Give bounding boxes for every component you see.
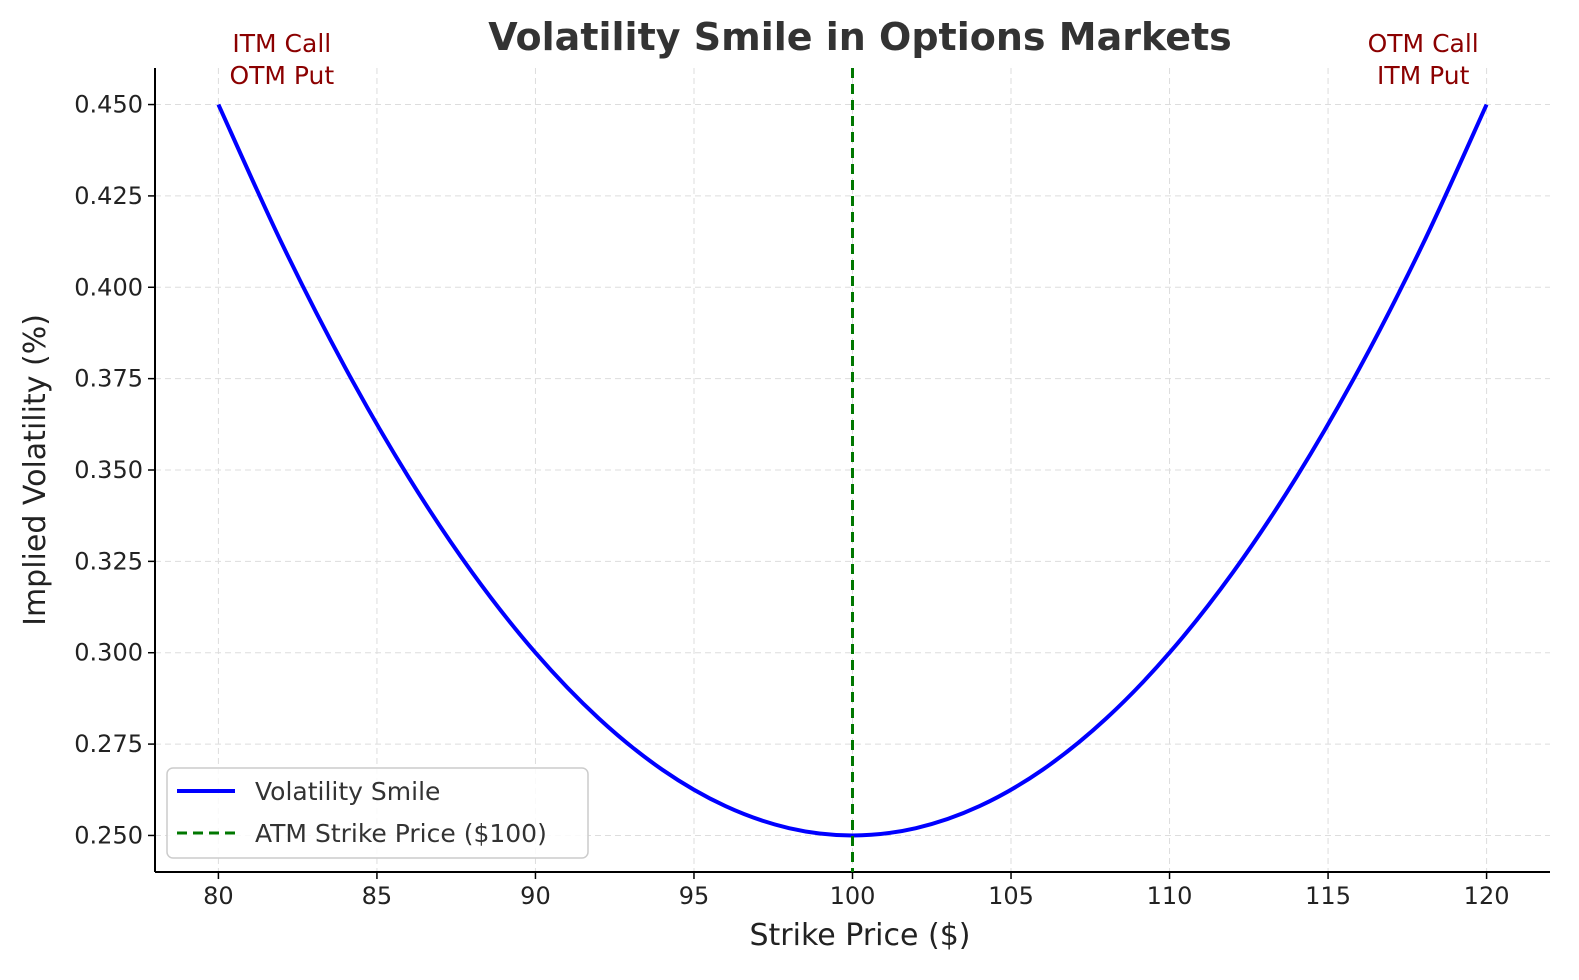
x-tick-label: 85: [362, 882, 393, 910]
legend-label: Volatility Smile: [255, 777, 440, 806]
volatility-smile-line: [216, 103, 1489, 838]
y-axis-label: Implied Volatility (%): [18, 314, 53, 626]
legend-label: ATM Strike Price ($100): [255, 819, 547, 848]
y-tick-label: 0.325: [74, 547, 143, 575]
x-tick-label: 100: [830, 882, 876, 910]
legend: Volatility Smile ATM Strike Price ($100): [166, 767, 589, 859]
x-tick-label: 110: [1147, 882, 1193, 910]
y-tick-label: 0.300: [74, 639, 143, 667]
series: [216, 68, 1489, 872]
y-tick-label: 0.350: [74, 456, 143, 484]
x-tick-label: 115: [1305, 882, 1351, 910]
y-tick-label: 0.400: [74, 273, 143, 301]
y-tick-label: 0.375: [74, 365, 143, 393]
y-tick-label: 0.425: [74, 182, 143, 210]
annotation-label: OTM Put: [229, 61, 334, 90]
annotation-label: ITM Put: [1377, 61, 1470, 90]
x-tick-label: 80: [203, 882, 234, 910]
annotation-label: ITM Call: [232, 29, 331, 58]
y-tick-label: 0.275: [74, 730, 143, 758]
grid: [155, 68, 1550, 872]
x-tick-label: 120: [1464, 882, 1510, 910]
annotations: ITM Call OTM Put OTM Call ITM Put: [229, 29, 1478, 90]
x-tick-label: 90: [520, 882, 551, 910]
legend-box: [166, 767, 589, 859]
x-axis-label: Strike Price ($): [750, 918, 971, 953]
x-tick-label: 95: [679, 882, 710, 910]
x-tick-label: 105: [988, 882, 1034, 910]
annotation-label: OTM Call: [1368, 29, 1479, 58]
y-tick-label: 0.450: [74, 91, 143, 119]
y-tick-label: 0.250: [74, 821, 143, 849]
chart-title: Volatility Smile in Options Markets: [488, 15, 1232, 59]
